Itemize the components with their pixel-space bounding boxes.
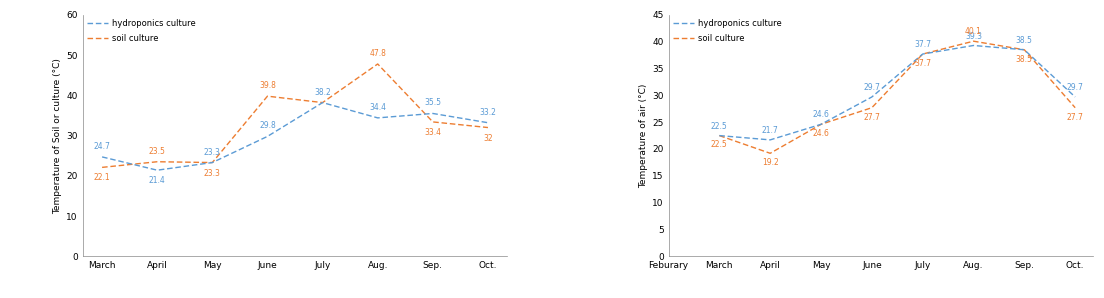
Text: 37.7: 37.7 bbox=[914, 40, 931, 49]
Y-axis label: Temperature of Soil or culture (°C): Temperature of Soil or culture (°C) bbox=[53, 58, 62, 214]
Text: 23.3: 23.3 bbox=[204, 148, 221, 156]
Text: 27.7: 27.7 bbox=[863, 113, 880, 122]
Text: 24.7: 24.7 bbox=[94, 142, 110, 151]
Text: 24.6: 24.6 bbox=[813, 111, 829, 119]
Text: 39.8: 39.8 bbox=[259, 81, 276, 90]
Text: 47.8: 47.8 bbox=[369, 49, 386, 58]
Text: 27.7: 27.7 bbox=[1066, 113, 1084, 122]
Legend: hydroponics culture, soil culture: hydroponics culture, soil culture bbox=[672, 19, 782, 43]
Text: 22.1: 22.1 bbox=[94, 173, 110, 182]
Text: 35.5: 35.5 bbox=[424, 98, 442, 108]
Text: 39.3: 39.3 bbox=[965, 32, 981, 41]
Text: 37.7: 37.7 bbox=[914, 59, 931, 68]
Text: 22.5: 22.5 bbox=[711, 122, 728, 131]
Text: 21.7: 21.7 bbox=[762, 126, 778, 135]
Y-axis label: Temperature of air (°C): Temperature of air (°C) bbox=[639, 83, 648, 188]
Text: 29.8: 29.8 bbox=[259, 121, 276, 130]
Text: 21.4: 21.4 bbox=[149, 176, 166, 185]
Text: 38.5: 38.5 bbox=[1016, 36, 1032, 45]
Text: 23.3: 23.3 bbox=[204, 169, 221, 178]
Text: 38.5: 38.5 bbox=[1016, 55, 1032, 63]
Text: 32: 32 bbox=[484, 134, 492, 142]
Text: 29.7: 29.7 bbox=[1066, 83, 1084, 92]
Text: 22.5: 22.5 bbox=[711, 140, 728, 149]
Text: 19.2: 19.2 bbox=[762, 158, 778, 167]
Text: 29.7: 29.7 bbox=[863, 83, 880, 92]
Text: 24.6: 24.6 bbox=[813, 129, 829, 138]
Text: 34.4: 34.4 bbox=[369, 103, 386, 112]
Text: 33.2: 33.2 bbox=[479, 108, 497, 117]
Text: 40.1: 40.1 bbox=[965, 27, 981, 36]
Legend: hydroponics culture, soil culture: hydroponics culture, soil culture bbox=[87, 19, 195, 43]
Text: 33.4: 33.4 bbox=[424, 128, 442, 137]
Text: 23.5: 23.5 bbox=[149, 147, 166, 156]
Text: 38.2: 38.2 bbox=[315, 88, 331, 97]
